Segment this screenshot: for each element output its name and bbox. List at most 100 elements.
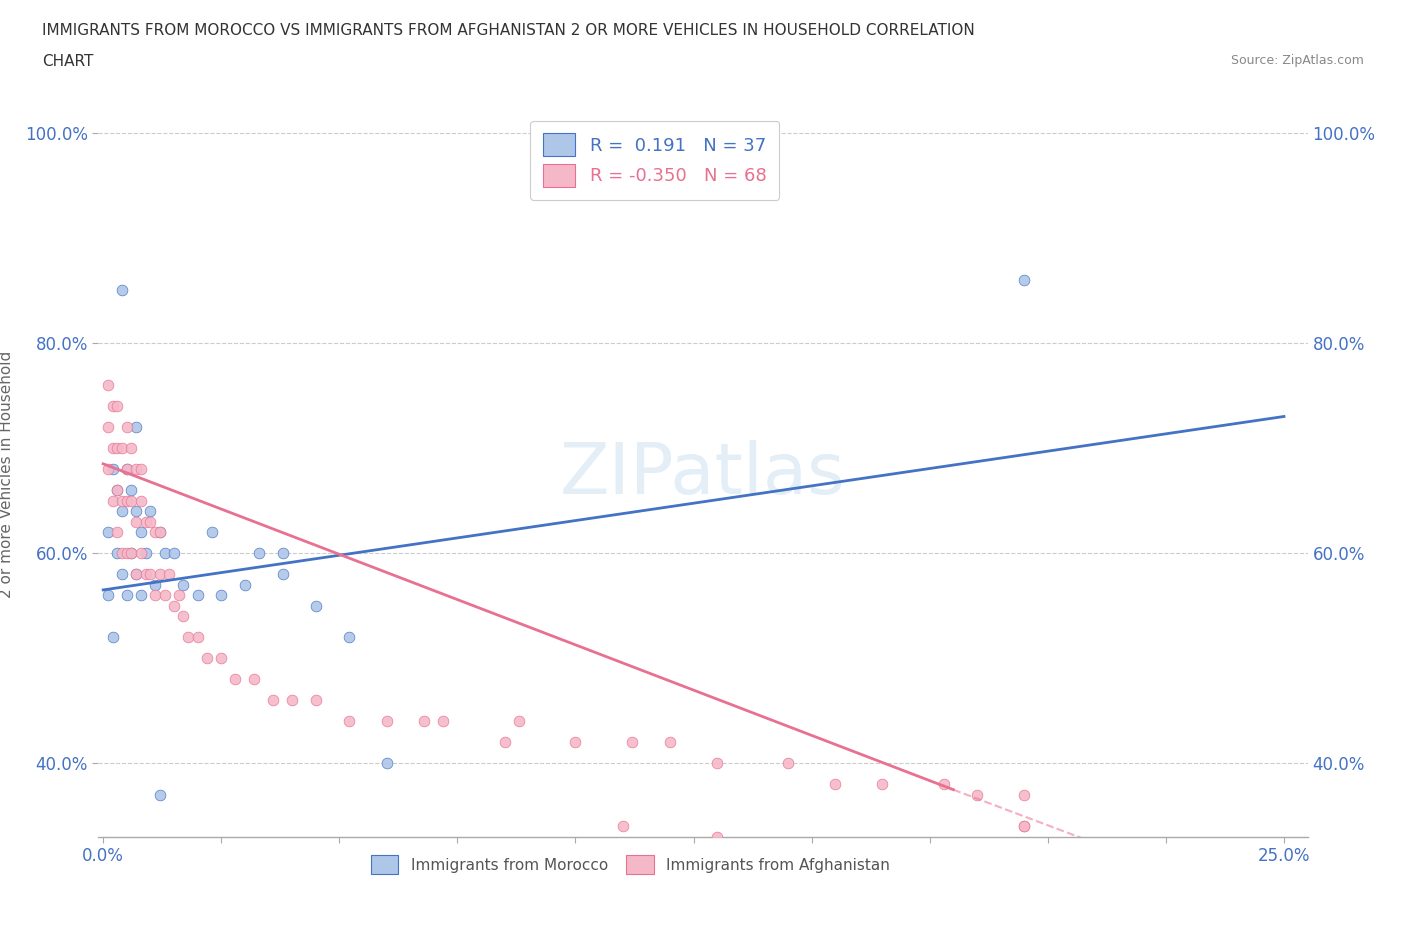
Point	[121, 546, 143, 561]
Point	[125, 514, 148, 529]
Point	[143, 578, 166, 592]
Point	[172, 578, 194, 592]
Point	[305, 598, 328, 613]
Point	[149, 525, 172, 539]
Point	[149, 788, 172, 803]
Point	[111, 441, 134, 456]
Point	[111, 493, 134, 508]
Point	[271, 546, 294, 561]
Point	[494, 735, 516, 750]
Point	[167, 588, 190, 603]
Point	[111, 283, 134, 298]
Point	[135, 566, 157, 581]
Point	[101, 630, 124, 644]
Point	[177, 630, 200, 644]
Point	[101, 461, 124, 476]
Point	[201, 525, 224, 539]
Point	[121, 483, 143, 498]
Point	[143, 588, 166, 603]
Point	[139, 504, 162, 519]
Point	[101, 399, 124, 414]
Point	[564, 735, 586, 750]
Point	[337, 630, 360, 644]
Point	[129, 525, 152, 539]
Point	[115, 461, 138, 476]
Point	[121, 546, 143, 561]
Point	[209, 651, 232, 666]
Legend: Immigrants from Morocco, Immigrants from Afghanistan: Immigrants from Morocco, Immigrants from…	[366, 849, 896, 880]
Point	[432, 714, 454, 729]
Text: Source: ZipAtlas.com: Source: ZipAtlas.com	[1230, 54, 1364, 67]
Point	[243, 671, 266, 686]
Point	[932, 777, 955, 791]
Point	[143, 525, 166, 539]
Point	[125, 566, 148, 581]
Point	[966, 788, 988, 803]
Point	[247, 546, 270, 561]
Point	[157, 566, 180, 581]
Point	[776, 756, 799, 771]
Point	[105, 483, 128, 498]
Point	[224, 671, 246, 686]
Point	[139, 566, 162, 581]
Point	[111, 566, 134, 581]
Point	[508, 714, 530, 729]
Point	[135, 514, 157, 529]
Point	[1012, 272, 1035, 287]
Point	[706, 756, 728, 771]
Text: CHART: CHART	[42, 54, 94, 69]
Point	[413, 714, 436, 729]
Point	[375, 714, 398, 729]
Point	[658, 735, 681, 750]
Point	[115, 546, 138, 561]
Point	[187, 588, 209, 603]
Point	[1012, 788, 1035, 803]
Point	[139, 514, 162, 529]
Point	[209, 588, 232, 603]
Point	[129, 546, 152, 561]
Text: ZIPatlas: ZIPatlas	[560, 440, 846, 509]
Point	[111, 546, 134, 561]
Point	[105, 441, 128, 456]
Point	[101, 493, 124, 508]
Point	[621, 735, 644, 750]
Point	[375, 756, 398, 771]
Point	[271, 566, 294, 581]
Point	[129, 588, 152, 603]
Point	[97, 525, 120, 539]
Point	[149, 566, 172, 581]
Point	[337, 714, 360, 729]
Point	[105, 399, 128, 414]
Point	[262, 693, 284, 708]
Point	[115, 461, 138, 476]
Point	[187, 630, 209, 644]
Point	[125, 461, 148, 476]
Point	[163, 598, 186, 613]
Point	[121, 441, 143, 456]
Point	[115, 588, 138, 603]
Point	[125, 504, 148, 519]
Point	[129, 461, 152, 476]
Point	[281, 693, 304, 708]
Point	[101, 441, 124, 456]
Point	[612, 819, 634, 834]
Point	[129, 493, 152, 508]
Point	[163, 546, 186, 561]
Point	[153, 588, 176, 603]
Point	[115, 419, 138, 434]
Point	[105, 483, 128, 498]
Point	[172, 609, 194, 624]
Point	[1012, 819, 1035, 834]
Point	[195, 651, 218, 666]
Point	[105, 546, 128, 561]
Point	[115, 493, 138, 508]
Point	[1012, 819, 1035, 834]
Point	[121, 493, 143, 508]
Point	[97, 378, 120, 392]
Point	[135, 546, 157, 561]
Point	[149, 525, 172, 539]
Text: IMMIGRANTS FROM MOROCCO VS IMMIGRANTS FROM AFGHANISTAN 2 OR MORE VEHICLES IN HOU: IMMIGRANTS FROM MOROCCO VS IMMIGRANTS FR…	[42, 23, 974, 38]
Point	[706, 830, 728, 844]
Point	[97, 588, 120, 603]
Point	[824, 777, 846, 791]
